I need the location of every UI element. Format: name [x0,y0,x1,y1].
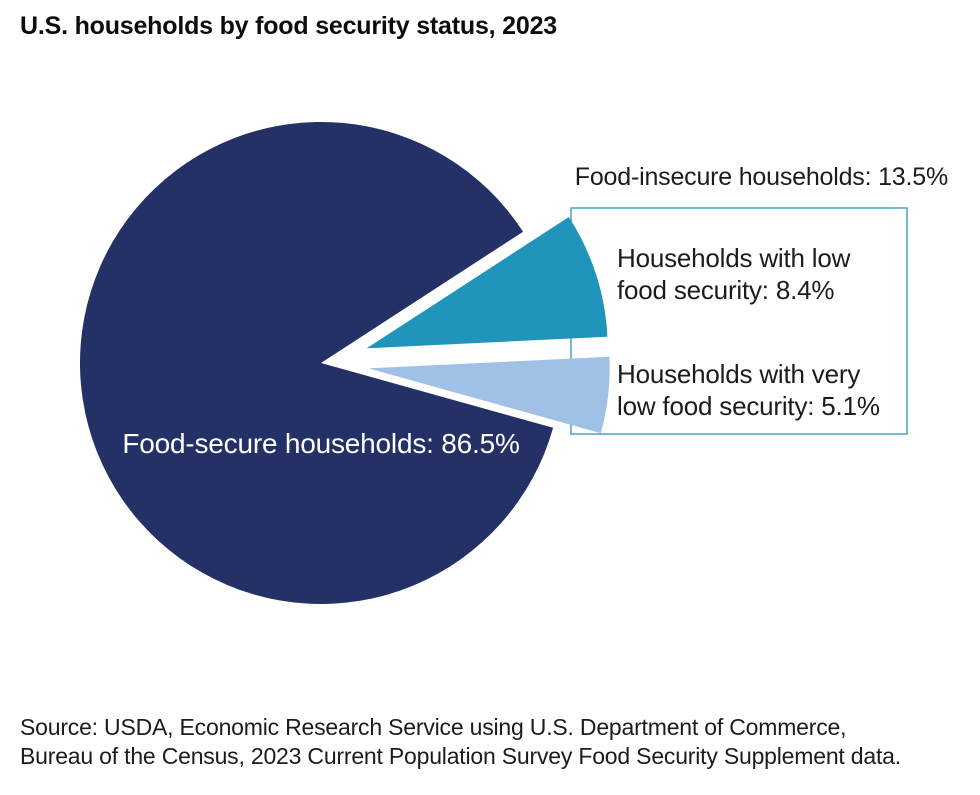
annotation-box [570,207,908,435]
label-very-low-line-2: low food security: 5.1% [617,391,880,421]
label-low-line-2: food security: 8.4% [617,275,835,305]
label-very-low-line-1: Households with very [617,359,861,389]
chart-title: U.S. households by food security status,… [20,12,557,40]
pie-slice-food-secure-households [79,121,554,604]
pie-slice-households-with-low-food-security [366,217,608,349]
label-low-line-1: Households with low [617,243,851,273]
source-line-1: Source: USDA, Economic Research Service … [20,714,847,740]
label-very-low-food-security: Households with very low food security: … [617,358,880,422]
label-food-secure: Food-secure households: 86.5% [122,428,520,459]
source-line-2: Bureau of the Census, 2023 Current Popul… [20,743,901,769]
label-low-food-security: Households with low food security: 8.4% [617,242,850,306]
pie-slice-households-with-very-low-food-security [368,356,610,434]
source-note: Source: USDA, Economic Research Service … [20,713,978,771]
label-food-insecure-total: Food-insecure households: 13.5% [574,163,948,191]
